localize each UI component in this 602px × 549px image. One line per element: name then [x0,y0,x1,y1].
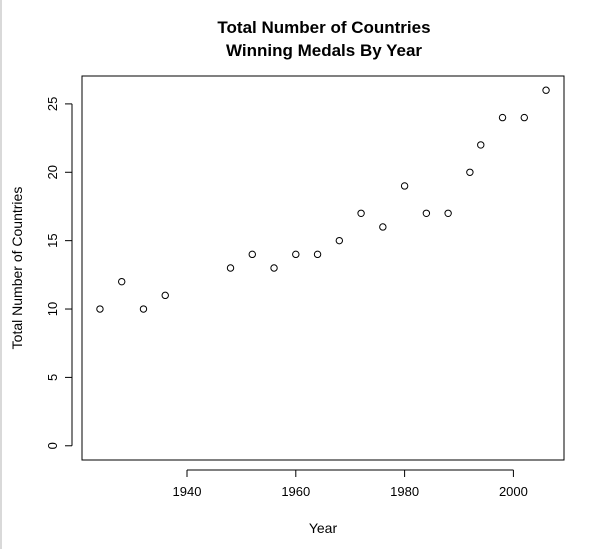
data-points [96,86,550,313]
data-point [313,250,322,259]
x-axis: 1940 1960 1980 2000 [173,469,528,499]
y-tick-label: 15 [45,233,60,247]
y-tick-label: 20 [45,165,60,179]
data-point [400,182,409,190]
data-point [139,305,148,313]
data-point [270,264,278,272]
y-tick-label: 25 [45,97,60,111]
data-point [226,264,235,272]
y-tick-label: 5 [45,374,60,381]
chart-title-line-2: Winning Medals By Year [226,41,422,60]
chart-title-line-1: Total Number of Countries [217,18,430,37]
x-axis-label: Year [309,520,338,536]
data-point [357,209,365,217]
data-point [118,277,126,286]
plot-frame [81,75,565,461]
data-point [422,209,431,217]
data-point [292,250,300,259]
data-point [498,113,507,122]
data-point [161,291,169,300]
data-point [477,141,485,149]
data-point [379,223,387,231]
x-tick-label: 2000 [499,484,528,499]
y-tick-label: 10 [45,302,60,316]
x-tick-label: 1980 [390,484,419,499]
x-tick-label: 1960 [281,484,310,499]
y-axis-label: Total Number of Countries [9,187,25,350]
data-point [466,168,474,176]
data-point [520,113,528,122]
y-tick-label: 0 [45,442,60,449]
data-point [335,236,344,245]
data-point [542,86,550,94]
data-point [96,305,104,313]
data-point [248,250,256,259]
x-tick-label: 1940 [173,484,202,499]
data-point [444,209,452,217]
y-axis: 0 5 10 15 20 25 [45,97,73,449]
